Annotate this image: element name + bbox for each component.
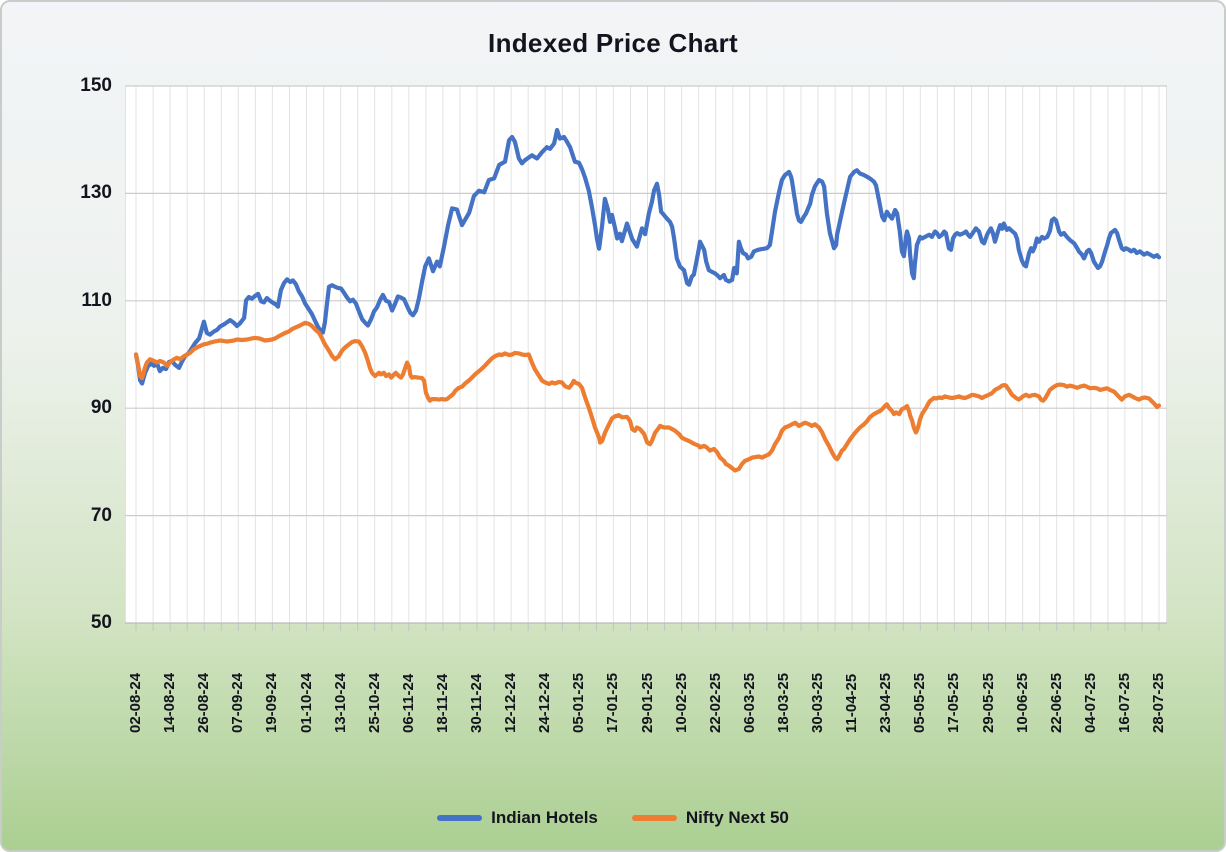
x-tick-label: 02-08-24 (127, 672, 144, 733)
x-tick-label: 17-01-25 (604, 672, 622, 733)
legend-item-indian-hotels: Indian Hotels (437, 808, 598, 828)
x-tick-label: 05-05-25 (911, 672, 929, 733)
x-tick-label: 07-09-24 (229, 672, 247, 733)
x-tick-label: 13-10-24 (331, 672, 349, 733)
x-tick-label: 28-07-25 (1150, 672, 1167, 733)
x-tick-label: 10-02-25 (672, 672, 690, 733)
x-tick-label: 11-04-25 (843, 673, 861, 733)
y-tick-label: 50 (90, 612, 112, 633)
x-tick-label: 06-03-25 (740, 672, 758, 733)
x-tick-label: 04-07-25 (1081, 672, 1099, 733)
x-tick-label: 16-07-25 (1115, 672, 1133, 733)
legend-item-nifty-next-50: Nifty Next 50 (631, 808, 789, 828)
y-tick-label: 130 (80, 182, 112, 204)
indian-hotels-line-swatch (437, 815, 483, 821)
y-tick-label: 110 (81, 289, 112, 311)
x-tick-label: 06-11-24 (399, 673, 417, 733)
x-tick-label: 18-11-24 (433, 673, 451, 733)
nifty-next-50-line-swatch (631, 815, 677, 821)
series-line-nifty-next-50 (133, 320, 1162, 473)
x-tick-label: 23-04-25 (877, 672, 895, 733)
plot-svg (125, 85, 1167, 631)
x-tick-label: 29-01-25 (638, 672, 656, 733)
legend: Indian Hotels Nifty Next 50 (2, 808, 1224, 828)
series-line-indian-hotels (133, 127, 1162, 386)
x-tick-label: 10-06-25 (1013, 672, 1031, 733)
x-tick-label: 22-06-25 (1047, 672, 1065, 733)
y-tick-label: 70 (90, 504, 112, 526)
x-tick-label: 30-11-24 (468, 673, 485, 733)
plot-area (125, 85, 1167, 631)
y-tick-label: 150 (80, 75, 112, 96)
x-tick-label: 01-10-24 (297, 672, 315, 733)
x-tick-label: 05-01-25 (570, 672, 588, 733)
x-tick-label: 25-10-24 (365, 672, 383, 733)
y-tick-label: 90 (90, 397, 112, 419)
x-tick-label: 30-03-25 (809, 672, 826, 733)
x-tick-label: 17-05-25 (945, 672, 963, 733)
legend-label-indian-hotels: Indian Hotels (491, 808, 598, 827)
x-tick-label: 24-12-24 (536, 672, 554, 733)
chart-title: Indexed Price Chart (488, 28, 738, 58)
x-tick-label: 26-08-24 (195, 672, 213, 733)
x-tick-label: 18-03-25 (774, 672, 792, 733)
legend-label-nifty-next-50: Nifty Next 50 (685, 808, 789, 827)
x-tick-label: 12-12-24 (502, 672, 520, 733)
x-tick-label: 14-08-24 (161, 672, 179, 733)
x-tick-label: 22-02-25 (706, 672, 724, 733)
x-tick-label: 19-09-24 (263, 672, 281, 733)
x-tick-label: 29-05-25 (979, 672, 997, 733)
